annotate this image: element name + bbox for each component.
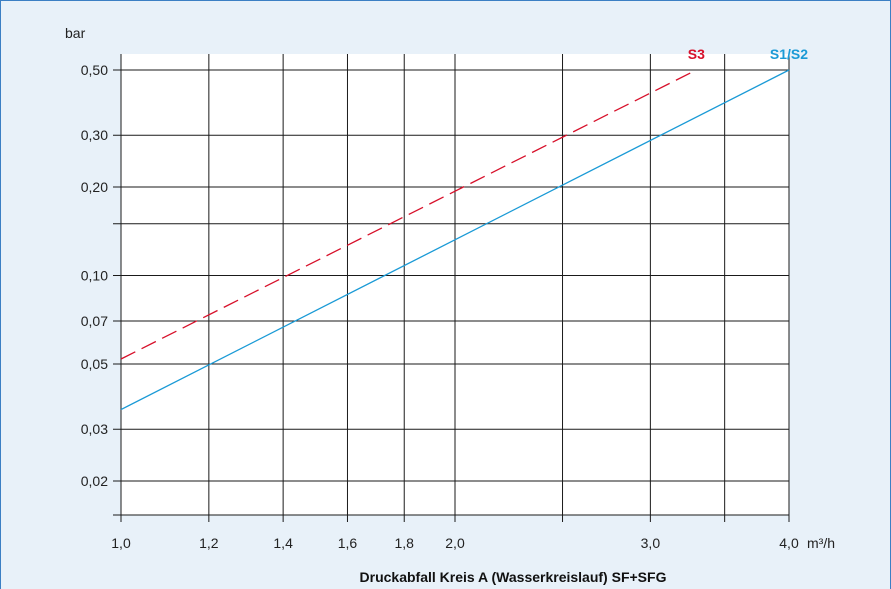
series-line-s1-s2 xyxy=(120,69,790,411)
y-axis-label: bar xyxy=(65,25,86,41)
chart-caption: Druckabfall Kreis A (Wasserkreislauf) SF… xyxy=(360,569,667,585)
y-tick-label: 0,02 xyxy=(81,473,108,489)
y-gridlines xyxy=(113,69,789,516)
series-label: S3 xyxy=(688,46,705,62)
y-tick-label: 0,07 xyxy=(81,313,108,329)
x-tick-label: 1,8 xyxy=(394,535,414,551)
y-tick-label: 0,03 xyxy=(81,421,108,437)
y-tick-label: 0,20 xyxy=(81,179,108,195)
y-tick-label: 0,50 xyxy=(81,62,108,78)
x-tick-label: 3,0 xyxy=(641,535,661,551)
y-tick-label: 0,30 xyxy=(81,127,108,143)
series-label: S1/S2 xyxy=(770,46,808,62)
x-tick-label: 1,6 xyxy=(338,535,358,551)
y-tick-label: 0,05 xyxy=(81,356,108,372)
y-tick-labels: 0,02 0,03 0,05 0,07 0,10 0,20 0,30 0,50 xyxy=(81,62,108,489)
series-line-s3 xyxy=(120,69,697,360)
x-tick-label: 4,0 xyxy=(779,535,799,551)
x-tick-label: 1,0 xyxy=(111,535,131,551)
y-tick-label: 0,10 xyxy=(81,268,108,284)
x-tick-labels: 1,0 1,2 1,4 1,6 1,8 2,0 3,0 4,0 xyxy=(111,535,799,551)
x-axis-unit-label: m³/h xyxy=(807,535,835,551)
x-tick-label: 1,4 xyxy=(273,535,293,551)
x-tick-label: 1,2 xyxy=(199,535,219,551)
x-tick-label: 2,0 xyxy=(445,535,465,551)
series-lines: S3 S1/S2 xyxy=(120,46,808,411)
x-gridlines xyxy=(120,54,790,522)
